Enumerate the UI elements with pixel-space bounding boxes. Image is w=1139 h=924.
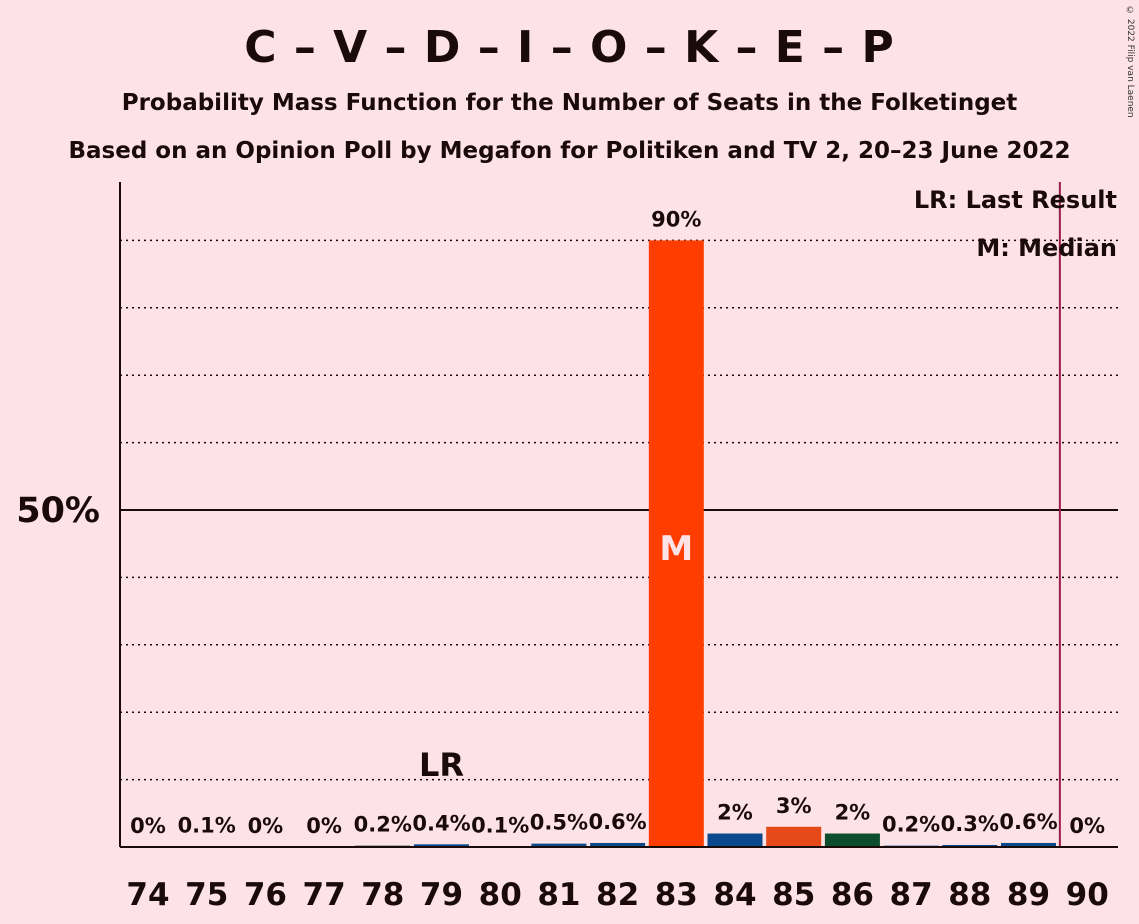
value-label-81: 0.5% bbox=[530, 811, 588, 835]
x-tick-90: 90 bbox=[1066, 877, 1109, 913]
value-labels: 0% 0.1% 0% 0% 0.2% 0.4%LR0.1% 0.5% 0.6%90%M2% 3%… bbox=[130, 207, 1105, 838]
value-label-78: 0.2% bbox=[354, 813, 412, 837]
value-label-82: 0.6% bbox=[588, 810, 646, 834]
chart-subtitle: Probability Mass Function for the Number… bbox=[121, 90, 1018, 116]
value-label-89: 0.6% bbox=[999, 810, 1057, 834]
x-tick-83: 83 bbox=[655, 877, 698, 913]
chart-title: C – V – D – I – O – K – E – P bbox=[244, 22, 895, 73]
x-tick-75: 75 bbox=[185, 877, 228, 913]
legend-last-result: LR: Last Result bbox=[913, 186, 1117, 214]
x-tick-78: 78 bbox=[361, 877, 404, 913]
x-tick-85: 85 bbox=[772, 877, 815, 913]
value-label-76: 0% bbox=[248, 814, 284, 838]
y-tick-50: 50% bbox=[16, 491, 100, 531]
x-tick-88: 88 bbox=[948, 877, 991, 913]
x-tick-84: 84 bbox=[713, 877, 756, 913]
bar-84 bbox=[707, 833, 763, 847]
bar-79 bbox=[414, 844, 469, 847]
value-label-88: 0.3% bbox=[941, 812, 999, 836]
value-label-75: 0.1% bbox=[178, 813, 236, 837]
bar-81 bbox=[531, 843, 587, 847]
chart-subtitle-poll: Based on an Opinion Poll by Megafon for … bbox=[68, 138, 1071, 164]
bar-88 bbox=[942, 844, 998, 847]
x-tick-86: 86 bbox=[831, 877, 874, 913]
value-label-77: 0% bbox=[306, 814, 342, 838]
value-label-84: 2% bbox=[717, 801, 753, 825]
bars bbox=[179, 182, 1061, 847]
x-tick-89: 89 bbox=[1007, 877, 1050, 913]
x-tick-74: 74 bbox=[126, 877, 169, 913]
copyright-note: © 2022 Filip van Laenen bbox=[1125, 6, 1135, 118]
value-label-85: 3% bbox=[776, 794, 812, 818]
value-label-80: 0.1% bbox=[471, 813, 529, 837]
x-tick-77: 77 bbox=[303, 877, 346, 913]
last-result-marker: LR bbox=[419, 746, 464, 784]
value-label-90: 0% bbox=[1069, 814, 1105, 838]
value-label-79: 0.4% bbox=[412, 811, 470, 835]
bar-82 bbox=[590, 842, 646, 847]
median-marker: M bbox=[659, 529, 693, 569]
bar-86 bbox=[824, 833, 880, 847]
x-tick-76: 76 bbox=[244, 877, 287, 913]
bar-89 bbox=[1001, 842, 1056, 847]
bar-85 bbox=[766, 826, 822, 847]
value-label-86: 2% bbox=[835, 801, 871, 825]
value-label-74: 0% bbox=[130, 814, 166, 838]
gridlines bbox=[120, 239, 1118, 781]
x-tick-79: 79 bbox=[420, 877, 463, 913]
value-label-83: 90% bbox=[651, 207, 701, 231]
x-tick-81: 81 bbox=[537, 877, 580, 913]
axes: 50% bbox=[16, 182, 1118, 848]
x-tick-labels: 74 75 76 77 78 79 80 81 82 83 84 85 86 87 88 89 90 bbox=[126, 877, 1108, 913]
x-tick-87: 87 bbox=[890, 877, 933, 913]
x-tick-82: 82 bbox=[596, 877, 639, 913]
x-tick-80: 80 bbox=[479, 877, 522, 913]
legend-median: M: Median bbox=[976, 234, 1117, 262]
bar-83 bbox=[648, 240, 704, 847]
value-label-87: 0.2% bbox=[882, 813, 940, 837]
